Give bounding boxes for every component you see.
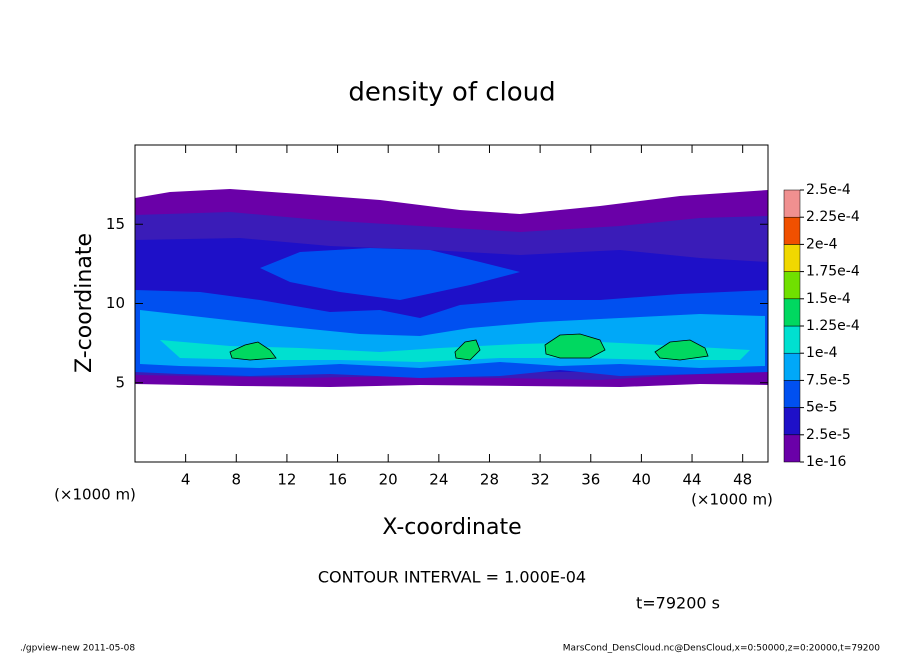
colorbar-label: 1e-4 <box>806 345 838 361</box>
x-tick-label: 44 <box>682 471 701 489</box>
footer-right: MarsCond_DensCloud.nc@DensCloud,x=0:5000… <box>563 644 880 654</box>
colorbar-bin <box>783 352 801 381</box>
field-region <box>544 333 606 359</box>
x-tick-label: 8 <box>232 471 242 489</box>
colorbar-bin <box>783 380 801 408</box>
y-tick-label: 10 <box>106 294 125 312</box>
y-tick-label: 5 <box>115 373 125 391</box>
colorbar-bin <box>783 434 801 463</box>
footer-left: ./gpview-new 2011-05-08 <box>20 644 135 654</box>
chart-title: density of cloud <box>348 78 555 108</box>
colorbar-bin <box>783 216 801 245</box>
x-tick-label: 12 <box>277 471 296 489</box>
colorbar-label: 2.5e-5 <box>806 427 851 443</box>
colorbar-bin <box>783 189 801 218</box>
x-tick-label: 28 <box>480 471 499 489</box>
colorbar-bin <box>783 271 801 300</box>
field-region <box>229 341 277 361</box>
colorbar-label: 2.5e-4 <box>806 182 851 198</box>
colorbar-label: 1.75e-4 <box>806 264 860 280</box>
field-region <box>654 339 709 361</box>
y-tick-label: 15 <box>106 215 125 233</box>
contour-field <box>135 189 768 387</box>
x-axis-label: X-coordinate <box>382 515 521 540</box>
x-tick-label: 16 <box>328 471 347 489</box>
x-tick-label: 4 <box>181 471 191 489</box>
y-axis-label: Z-coordinate <box>72 233 97 373</box>
x-tick-label: 20 <box>379 471 398 489</box>
colorbar-label: 2.25e-4 <box>806 209 860 225</box>
x-tick-label: 48 <box>733 471 752 489</box>
x-tick-label: 40 <box>632 471 651 489</box>
colorbar-bin <box>783 244 801 272</box>
x-tick-label: 32 <box>531 471 550 489</box>
colorbar-label: 1.25e-4 <box>806 318 860 334</box>
colorbar-label: 1.5e-4 <box>806 291 851 307</box>
colorbar-label: 7.5e-5 <box>806 372 851 388</box>
colorbar-label: 1e-16 <box>806 454 846 470</box>
colorbar-bin <box>783 325 801 354</box>
x-tick-label: 24 <box>429 471 448 489</box>
field-region <box>260 248 520 300</box>
colorbar-label: 2e-4 <box>806 236 838 252</box>
colorbar-bin <box>783 298 801 327</box>
colorbar-label: 5e-5 <box>806 400 837 416</box>
time-label: t=79200 s <box>636 594 720 613</box>
colorbar-bin <box>783 407 801 436</box>
field-region <box>454 339 481 361</box>
x-unit-label: (×1000 m) <box>54 486 136 504</box>
x-tick-label: 36 <box>581 471 600 489</box>
contour-interval: CONTOUR INTERVAL = 1.000E-04 <box>318 568 586 587</box>
x-unit-label: (×1000 m) <box>691 491 773 509</box>
